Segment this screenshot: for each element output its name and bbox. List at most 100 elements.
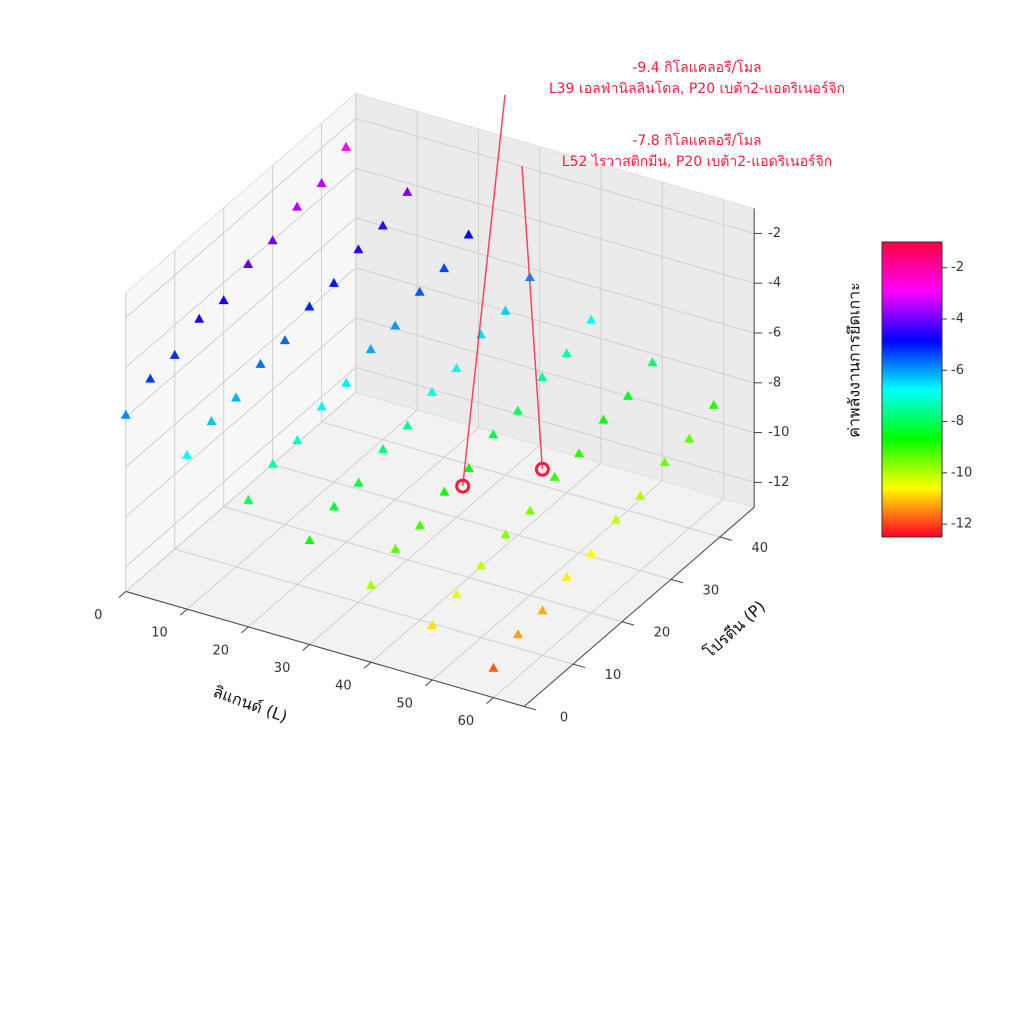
tick-mark [572, 663, 586, 669]
data-point [328, 277, 339, 287]
y-axis-label: โปรตีน (P) [700, 597, 769, 662]
data-point [439, 486, 450, 496]
data-point [635, 490, 646, 500]
grid-line [309, 444, 541, 645]
data-point [243, 258, 254, 268]
data-point [390, 543, 401, 553]
points [120, 141, 719, 672]
grid-line [125, 118, 357, 318]
data-point [365, 344, 376, 354]
colorbar-tick-label: -6 [951, 363, 964, 378]
data-point [145, 373, 156, 383]
grid [125, 93, 755, 707]
data-point [243, 494, 254, 504]
data-point [684, 433, 695, 443]
annotation-line [461, 94, 506, 487]
tick-label: 20 [213, 643, 230, 658]
grid-line [223, 506, 623, 623]
grid-line [355, 267, 755, 384]
data-point [341, 377, 352, 387]
grid-line [355, 217, 755, 334]
data-point [525, 505, 536, 515]
data-point [402, 186, 413, 196]
tick-label: 60 [458, 714, 475, 729]
tick-mark [118, 591, 127, 598]
data-point [304, 534, 315, 544]
data-point [267, 458, 278, 468]
tick-mark [241, 626, 249, 634]
data-point [329, 501, 340, 511]
tick-label: 0 [560, 710, 568, 725]
panes [124, 92, 756, 708]
data-point [292, 201, 303, 211]
highlight-point [455, 478, 471, 494]
data-point [414, 286, 425, 296]
grid-line [355, 366, 755, 483]
tick-label: 10 [605, 668, 622, 683]
data-point [402, 420, 413, 430]
tick-label: 20 [654, 626, 671, 641]
annotation-text: -9.4 กิโลแคลอรี/โมล [632, 59, 761, 76]
tick-label: -2 [768, 226, 781, 241]
grid-line [272, 463, 672, 580]
data-point [414, 520, 425, 530]
data-point [622, 390, 633, 400]
grid-line [355, 117, 755, 234]
data-point [513, 629, 524, 639]
data-point [598, 414, 609, 424]
grid-line [125, 217, 357, 418]
data-point [255, 358, 266, 368]
tick-label: -12 [768, 475, 789, 490]
grid-line [321, 421, 721, 538]
data-point [561, 348, 572, 358]
data-point [488, 429, 499, 439]
data-point [463, 462, 474, 472]
annotations: -9.4 กิโลแคลอรี/โมล L39 เอลฟ่านิลลินโดล, … [455, 59, 845, 494]
annotation-text: L39 เอลฟ่านิลลินโดล, P20 เบต้า2-แอดริเนอ… [549, 80, 845, 97]
tick-mark [524, 705, 537, 711]
data-point [451, 363, 462, 373]
tick-mark [670, 578, 684, 584]
tick-mark [621, 621, 635, 626]
colorbar-tick-label: -12 [951, 517, 972, 532]
grid-line [493, 498, 724, 699]
tick-label: -4 [768, 276, 781, 291]
data-point [304, 301, 315, 311]
data-point [512, 405, 523, 415]
data-point [206, 416, 217, 426]
grid-line [431, 480, 663, 681]
tick-label: 30 [703, 583, 720, 598]
tick-mark [425, 679, 433, 687]
data-point [463, 229, 474, 239]
x-axis-label: ลิแกนด์ (L) [211, 682, 290, 726]
grid-line [355, 317, 755, 434]
tick-label: -10 [768, 425, 789, 440]
grid-line [125, 267, 357, 468]
data-point [586, 314, 597, 324]
data-point [610, 514, 621, 524]
data-point [451, 589, 462, 599]
data-point [476, 560, 487, 570]
grid-line [355, 167, 755, 284]
data-point [708, 399, 719, 409]
grid-line [370, 462, 602, 663]
data-point [586, 548, 597, 558]
data-point [500, 529, 511, 539]
colorbar-tick-label: -8 [951, 414, 964, 429]
data-point [488, 662, 499, 672]
data-point [365, 580, 376, 590]
data-point [537, 371, 548, 381]
data-point [390, 320, 401, 330]
tick-label: -8 [768, 375, 781, 390]
data-point [292, 435, 303, 445]
data-point [316, 401, 327, 411]
annotation-text: L52 ไรวาสติกมีน, P20 เบต้า2-แอดริเนอร์จิ… [562, 153, 832, 170]
data-point [169, 349, 180, 359]
data-point [341, 141, 352, 151]
grid-line [125, 317, 357, 518]
data-point [378, 444, 389, 454]
colorbar-tick-label: -10 [951, 465, 972, 480]
data-point [574, 448, 585, 458]
data-point [316, 177, 327, 187]
axis-line [523, 506, 755, 707]
